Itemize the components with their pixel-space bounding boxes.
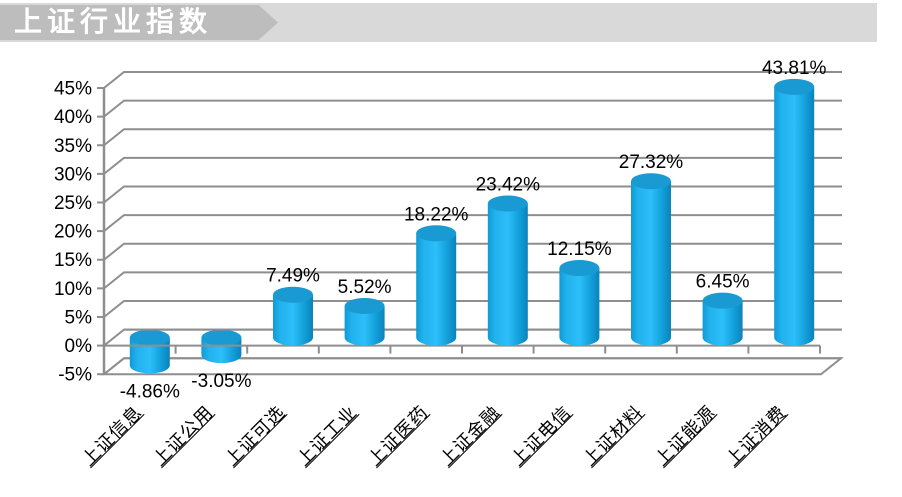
gridline [103,299,842,318]
bar-cylinder-top [702,292,743,309]
y-tick-label: 40% [54,107,92,128]
bar-cylinder-top [774,78,815,95]
bar-cylinder-top [273,286,313,303]
bar-cylinder-body [344,306,385,346]
gridline [103,185,842,204]
gridline [103,156,842,175]
value-label: -4.86% [120,381,180,402]
gridline [103,71,842,89]
value-label: 5.52% [338,277,392,298]
bar-cylinder-top [416,225,457,242]
value-label: 6.45% [696,272,750,293]
bar-cylinder-top [487,195,528,212]
y-tick-label: 15% [54,250,92,271]
bar-cylinder-top [559,260,600,277]
bar-cylinder-body [416,233,457,346]
bar-cylinder-body [631,181,671,346]
value-label: 12.15% [547,239,612,260]
y-tick-label: 0% [65,336,93,357]
chart-title: 上证行业指数 [14,6,213,37]
bar-cylinder-body [774,86,815,346]
y-tick-label: 10% [54,279,92,300]
gridline [103,242,842,261]
banner-arrow [0,5,278,40]
y-tick-label: 45% [54,79,92,100]
gridline [103,99,842,118]
bar-cylinder-body [273,294,313,346]
bar-cylinder-top [631,173,671,190]
value-label: 43.81% [762,58,827,79]
y-tick-label: 30% [54,164,92,185]
gridline [103,357,842,376]
bar-cylinder-top [129,329,170,346]
value-label: 27.32% [619,152,684,173]
bar-cylinder-body [702,300,743,346]
value-label: 7.49% [266,266,320,287]
y-tick-label: 25% [54,193,92,214]
value-label: -3.05% [191,371,251,392]
gridline [103,271,842,290]
y-tick-label: 20% [54,222,92,243]
y-tick-label: 5% [65,307,93,328]
y-tick-label: -5% [58,365,92,386]
value-label: 23.42% [476,175,541,196]
gridline [103,214,842,232]
value-label: 18.22% [404,204,469,225]
bar-cylinder-top [344,298,385,315]
y-tick-label: 35% [54,136,92,157]
bar-cylinder-top [201,329,242,346]
bar-cylinder-body [559,268,600,346]
gridline [103,128,842,147]
bar-cylinder-body [487,203,528,346]
